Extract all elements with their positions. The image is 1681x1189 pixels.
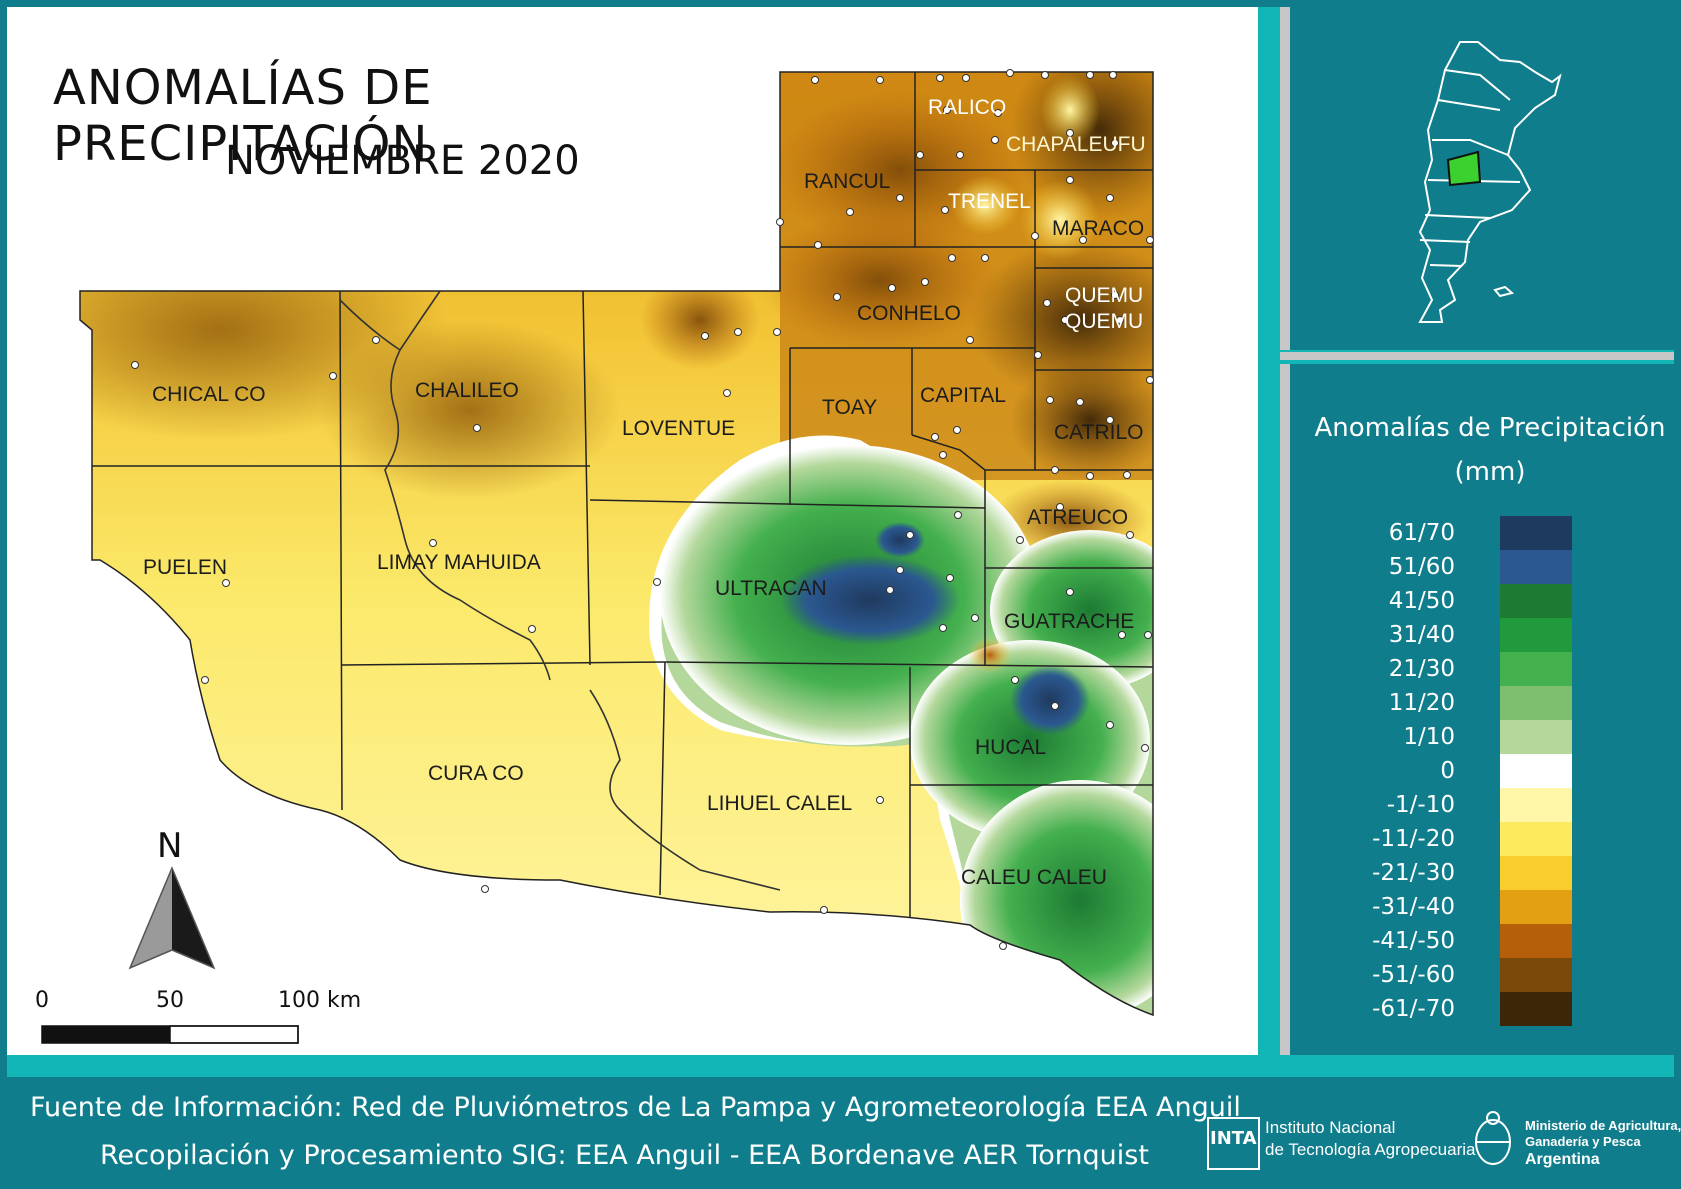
scale-label-100: 100 km (278, 988, 362, 1013)
dept-label-hucal: HUCAL (975, 736, 1047, 759)
inset-divider-gray (1280, 352, 1674, 360)
legend-label: 0 (1440, 758, 1455, 784)
legend-row: 51/60 (1300, 550, 1580, 584)
legend-label: -61/-70 (1372, 996, 1455, 1022)
dept-label-lihuel-calel: LIHUEL CALEL (707, 792, 853, 815)
dept-label-conhelo: CONHELO (857, 302, 961, 325)
legend-row: 31/40 (1300, 618, 1580, 652)
legend-swatch (1500, 856, 1572, 890)
footer-divider-teal (7, 1055, 1674, 1077)
legend-label: -21/-30 (1372, 860, 1455, 886)
dept-label-loventue: LOVENTUE (622, 417, 736, 440)
argentina-inset-map (1418, 41, 1562, 323)
dept-label-caleu-caleu: CALEU CALEU (961, 866, 1107, 889)
inta-logo-icon (1207, 1117, 1260, 1170)
legend-row: -41/-50 (1300, 924, 1580, 958)
legend-label: 51/60 (1388, 554, 1455, 580)
dept-label-limay-mahuida: LIMAY MAHUIDA (377, 551, 541, 574)
la-pampa-highlight (1446, 150, 1482, 187)
legend-row: -11/-20 (1300, 822, 1580, 856)
dept-label-quemu-1: QUEMU (1065, 284, 1144, 307)
dept-label-catrilo: CATRILO (1054, 421, 1144, 444)
rivers (339, 290, 781, 891)
legend-swatch (1500, 550, 1572, 584)
legend-swatch (1500, 686, 1572, 720)
legend-units: (mm) (1454, 457, 1526, 487)
inta-logo-text: INTA (1210, 1128, 1257, 1149)
inta-name-line2: de Tecnología Agropecuaria (1265, 1140, 1476, 1159)
legend-row: 1/10 (1300, 720, 1580, 754)
dept-label-quemu-2: QUEMU (1065, 310, 1144, 333)
dept-label-toay: TOAY (822, 396, 878, 419)
legend-label: 31/40 (1388, 622, 1455, 648)
north-arrow-label: N (157, 826, 183, 866)
dept-label-maraco: MARACO (1052, 217, 1145, 240)
province-outline (79, 71, 1154, 1017)
legend-row: 0 (1300, 754, 1580, 788)
ministry-line2: Ganadería y Pesca (1525, 1134, 1641, 1149)
legend-label: 41/50 (1388, 588, 1455, 614)
footer-processing: Recopilación y Procesamiento SIG: EEA An… (100, 1140, 1149, 1171)
map-title: ANOMALÍAS DE PRECIPITACIÓN (53, 60, 433, 172)
legend-row: -61/-70 (1300, 992, 1580, 1026)
legend-label: 11/20 (1388, 690, 1455, 716)
legend-label: -41/-50 (1372, 928, 1455, 954)
dept-label-atreuco: ATREUCO (1027, 506, 1129, 529)
legend-label: 61/70 (1388, 520, 1455, 546)
legend-label: -51/-60 (1372, 962, 1455, 988)
legend-swatch (1500, 924, 1572, 958)
legend-row: -51/-60 (1300, 958, 1580, 992)
scale-label-50: 50 (156, 988, 184, 1013)
map-subtitle: NOVIEMBRE 2020 (225, 138, 580, 184)
legend-label: -31/-40 (1372, 894, 1455, 920)
legend-label: -11/-20 (1372, 826, 1455, 852)
legend-row: -21/-30 (1300, 856, 1580, 890)
rain-gauge-stations (131, 69, 1154, 950)
legend-swatch (1500, 822, 1572, 856)
dept-label-ultracan: ULTRACAN (715, 577, 827, 600)
legend-swatch (1500, 958, 1572, 992)
legend-swatch (1500, 890, 1572, 924)
legend-swatch (1500, 516, 1572, 550)
dept-label-cura-co: CURA CO (428, 762, 524, 785)
legend-swatch (1500, 652, 1572, 686)
legend-swatch (1500, 754, 1572, 788)
legend-label: -1/-10 (1386, 792, 1455, 818)
legend-swatch (1500, 720, 1572, 754)
legend-row: -1/-10 (1300, 788, 1580, 822)
legend-swatch (1500, 788, 1572, 822)
legend-swatch (1500, 584, 1572, 618)
legend-row: 11/20 (1300, 686, 1580, 720)
dept-label-chalileo: CHALILEO (415, 379, 519, 402)
legend-label: 21/30 (1388, 656, 1455, 682)
legend-row: 21/30 (1300, 652, 1580, 686)
ministry-line3: Argentina (1525, 1151, 1600, 1168)
north-arrow-icon (128, 866, 216, 970)
department-boundaries (92, 72, 1154, 918)
legend-label: 1/10 (1403, 724, 1455, 750)
vertical-divider-teal (1258, 7, 1280, 1055)
inta-name-line1: Instituto Nacional (1265, 1118, 1396, 1137)
legend-swatch (1500, 992, 1572, 1026)
ministry-line1: Ministerio de Agricultura, (1525, 1118, 1681, 1133)
dept-label-capital: CAPITAL (920, 384, 1006, 407)
dept-label-guatrache: GUATRACHE (1004, 610, 1135, 633)
dept-label-chapaleufu: CHAPALEUFU (1006, 133, 1146, 156)
dept-label-puelen: PUELEN (143, 556, 228, 579)
legend-swatch (1500, 618, 1572, 652)
legend-row: 41/50 (1300, 584, 1580, 618)
legend-title: Anomalías de Precipitación (1314, 413, 1666, 443)
dept-label-rancul: RANCUL (804, 170, 891, 193)
vertical-divider-gray (1280, 7, 1290, 1055)
legend-row: 61/70 (1300, 516, 1580, 550)
legend-row: -31/-40 (1300, 890, 1580, 924)
footer-source: Fuente de Información: Red de Pluviómetr… (30, 1092, 1241, 1123)
dept-label-ralico: RALICO (928, 96, 1007, 119)
argentina-coat-of-arms-icon (1475, 1111, 1511, 1165)
scale-label-0: 0 (35, 988, 49, 1013)
dept-label-chical-co: CHICAL CO (152, 383, 266, 406)
dept-label-trenel: TRENEL (948, 190, 1031, 213)
scale-bar (41, 1025, 299, 1044)
